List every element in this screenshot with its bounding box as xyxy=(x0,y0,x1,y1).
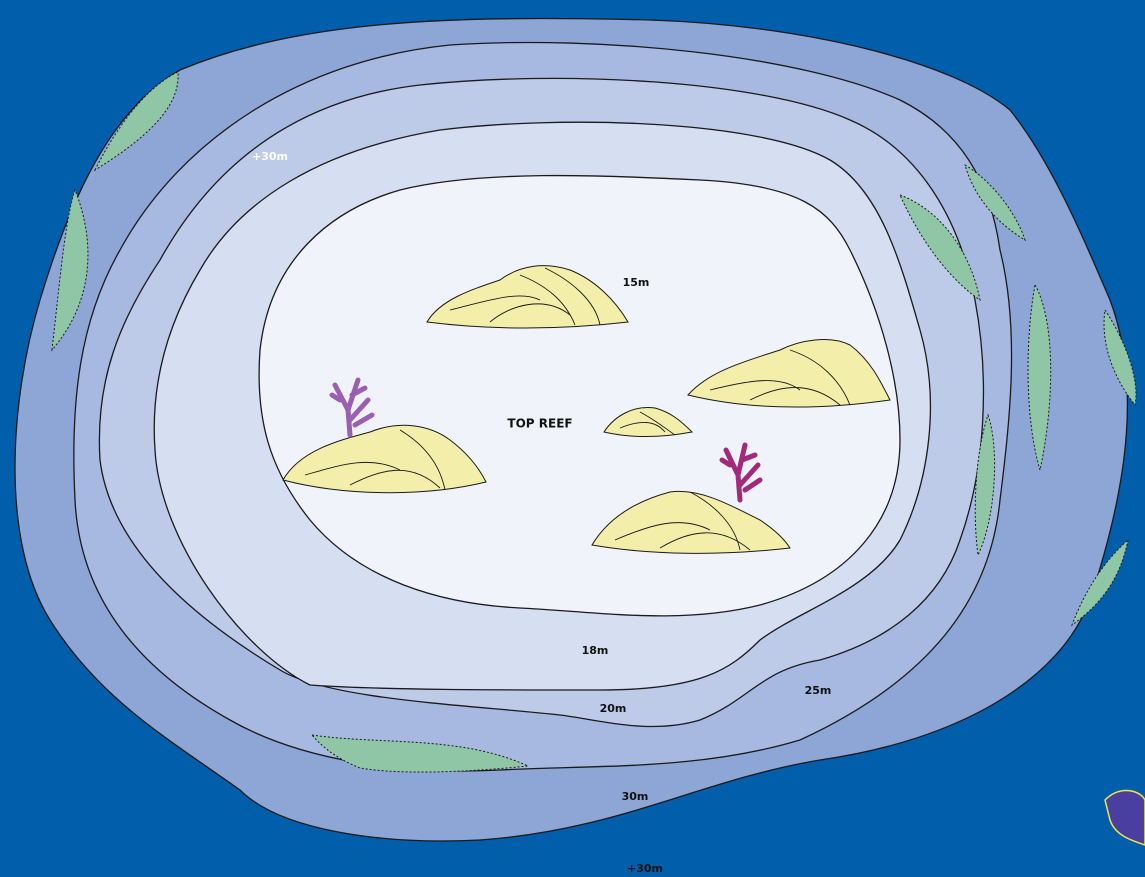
site-label: TOP REEF xyxy=(507,417,572,431)
depth-label: 25m xyxy=(805,684,832,697)
contour-15m xyxy=(258,174,901,617)
depth-label: 30m xyxy=(622,790,649,803)
corals xyxy=(329,377,763,503)
depth-label: 15m xyxy=(623,276,650,289)
depth-label: 18m xyxy=(582,644,609,657)
seagrass xyxy=(51,71,1137,773)
reefs xyxy=(282,265,891,554)
logo xyxy=(1104,789,1145,846)
depth-label: +30m xyxy=(627,862,663,875)
depth-label: +30m xyxy=(252,150,288,163)
depth-label: 20m xyxy=(600,702,627,715)
